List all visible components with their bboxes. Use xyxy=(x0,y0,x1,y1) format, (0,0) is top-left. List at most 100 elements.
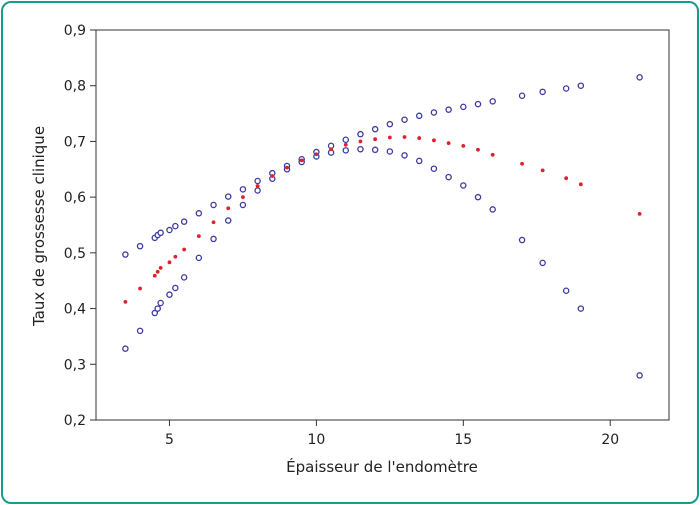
data-point-series-2 xyxy=(224,217,232,224)
data-point-series-2 xyxy=(342,147,350,154)
data-point-series-2 xyxy=(386,148,394,155)
data-point-series-2 xyxy=(415,157,423,165)
data-point-series-3 xyxy=(446,141,451,146)
x-axis: 5 10 15 20 xyxy=(165,420,619,448)
data-point-series-3 xyxy=(520,161,524,166)
y-tick-label: 0,3 xyxy=(64,357,86,373)
data-point-series-1 xyxy=(430,109,438,116)
x-tick-label: 20 xyxy=(601,432,619,448)
data-point-series-2 xyxy=(151,309,159,317)
data-point-series-1 xyxy=(180,218,188,225)
data-point-series-3 xyxy=(173,254,178,259)
data-point-series-3 xyxy=(285,165,289,170)
data-point-series-1 xyxy=(474,100,482,108)
data-point-series-3 xyxy=(329,147,333,152)
data-point-series-1 xyxy=(539,88,546,96)
data-point-series-2 xyxy=(210,235,217,243)
x-tick-label: 15 xyxy=(454,432,472,448)
data-point-series-1 xyxy=(562,85,570,92)
data-point-series-1 xyxy=(445,106,452,113)
data-point-series-3 xyxy=(299,158,304,163)
data-point-series-3 xyxy=(402,135,407,139)
data-point-series-2 xyxy=(445,173,452,181)
y-tick-label: 0,2 xyxy=(64,413,86,429)
data-point-series-3 xyxy=(578,182,583,187)
data-point-series-1 xyxy=(254,177,261,185)
data-point-series-2 xyxy=(357,145,364,153)
data-point-series-2 xyxy=(636,372,643,379)
data-point-series-1 xyxy=(371,125,379,133)
data-point-series-2 xyxy=(254,187,261,194)
data-point-series-2 xyxy=(401,152,408,159)
data-point-series-1 xyxy=(401,116,408,123)
data-point-series-3 xyxy=(358,139,363,144)
data-point-series-2 xyxy=(577,305,585,312)
data-point-series-3 xyxy=(158,266,163,270)
data-point-series-3 xyxy=(540,168,545,173)
data-point-series-2 xyxy=(154,305,161,312)
data-point-series-1 xyxy=(172,222,179,230)
data-point-series-3 xyxy=(152,273,157,278)
data-point-series-3 xyxy=(138,286,142,291)
y-tick-label: 0,6 xyxy=(64,190,86,206)
data-point-series-1 xyxy=(415,112,423,120)
data-point-series-3 xyxy=(182,247,187,252)
data-point-series-1 xyxy=(357,130,364,138)
data-point-series-3 xyxy=(417,136,422,140)
data-point-series-3 xyxy=(387,135,392,140)
data-point-series-1 xyxy=(157,229,164,237)
data-point-series-3 xyxy=(226,206,231,211)
data-point-series-1 xyxy=(166,226,173,234)
data-point-series-3 xyxy=(564,176,569,181)
data-point-series-1 xyxy=(239,186,247,193)
data-point-series-3 xyxy=(461,143,466,148)
data-point-series-2 xyxy=(172,284,179,292)
data-point-series-3 xyxy=(255,184,260,188)
data-point-series-3 xyxy=(211,220,216,225)
data-point-series-1 xyxy=(460,103,467,111)
data-point-series-2 xyxy=(195,254,203,262)
data-point-series-2 xyxy=(562,287,570,294)
data-point-series-1 xyxy=(224,193,232,200)
data-point-series-1 xyxy=(210,201,217,209)
data-points xyxy=(122,74,643,379)
y-axis-label: Taux de grossesse clinique xyxy=(30,126,48,327)
data-point-series-3 xyxy=(123,299,128,304)
data-point-series-2 xyxy=(539,259,546,267)
data-point-series-2 xyxy=(136,327,144,335)
data-point-series-1 xyxy=(489,98,496,105)
data-point-series-3 xyxy=(373,137,378,142)
data-point-series-2 xyxy=(239,201,247,209)
y-axis: 0,2 0,3 0,4 0,5 0,6 0,7 0,8 0,9 xyxy=(64,23,96,429)
data-point-series-3 xyxy=(241,195,245,200)
data-point-series-1 xyxy=(195,210,203,217)
plot-area xyxy=(95,29,670,421)
data-point-series-2 xyxy=(371,146,379,154)
y-tick-label: 0,4 xyxy=(64,302,86,318)
data-point-series-3 xyxy=(196,234,201,239)
data-point-series-2 xyxy=(180,274,188,281)
data-point-series-1 xyxy=(136,242,144,250)
data-point-series-2 xyxy=(157,299,164,307)
y-tick-label: 0,5 xyxy=(64,246,86,262)
data-point-series-2 xyxy=(518,236,526,244)
x-axis-label: Épaisseur de l'endomètre xyxy=(286,457,478,476)
data-point-series-3 xyxy=(432,138,436,143)
y-tick-label: 0,7 xyxy=(64,134,86,150)
data-point-series-3 xyxy=(476,147,480,152)
data-point-series-3 xyxy=(314,152,319,157)
data-point-series-3 xyxy=(343,142,348,147)
data-point-series-1 xyxy=(518,92,526,99)
data-point-series-1 xyxy=(342,136,350,144)
data-point-series-1 xyxy=(577,82,585,89)
x-tick-label: 10 xyxy=(307,432,325,448)
data-point-series-3 xyxy=(490,152,495,157)
data-point-series-3 xyxy=(155,269,160,274)
y-tick-label: 0,9 xyxy=(64,23,86,39)
data-point-series-2 xyxy=(474,193,482,201)
data-point-series-2 xyxy=(166,291,173,298)
data-point-series-2 xyxy=(460,182,467,189)
y-tick-label: 0,8 xyxy=(64,79,86,95)
data-point-series-2 xyxy=(489,206,496,213)
